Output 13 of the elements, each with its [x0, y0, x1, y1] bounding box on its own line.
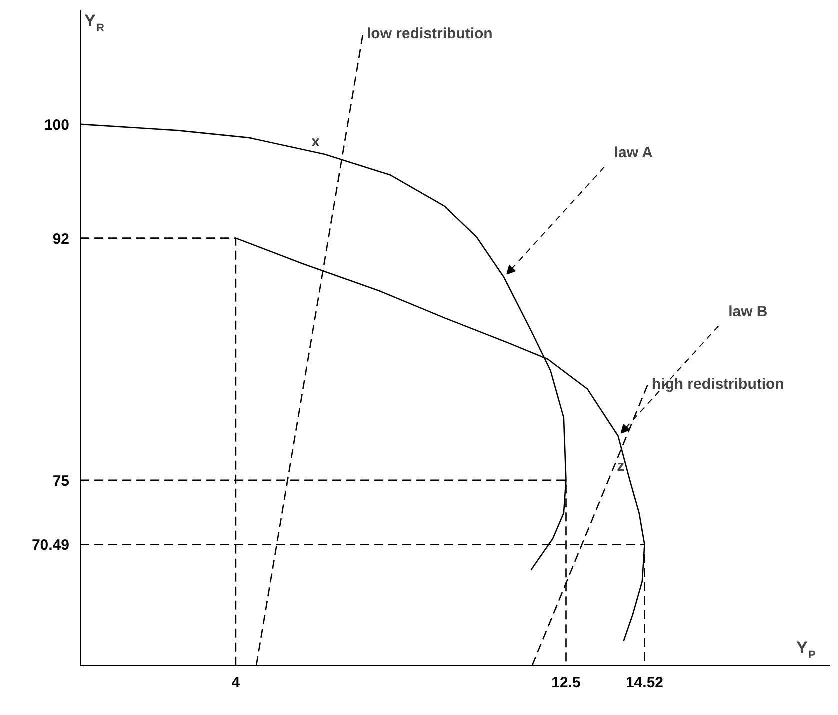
y-tick-label: 75 [52, 472, 70, 490]
series-label: low redistribution [367, 26, 493, 43]
series-label: high redistribution [652, 376, 784, 393]
y-tick-label: 92 [52, 230, 70, 248]
annotation: z [617, 458, 625, 475]
annotation: x [312, 133, 321, 150]
x-tick-label: 12.5 [552, 674, 581, 692]
text: law B [728, 303, 768, 320]
text: law A [614, 144, 654, 162]
y-tick-label: 70.49 [32, 537, 70, 554]
y-tick-label: 100 [44, 116, 70, 134]
x-tick-label: 4 [232, 674, 241, 692]
x-tick-label: 14.52 [626, 674, 664, 692]
